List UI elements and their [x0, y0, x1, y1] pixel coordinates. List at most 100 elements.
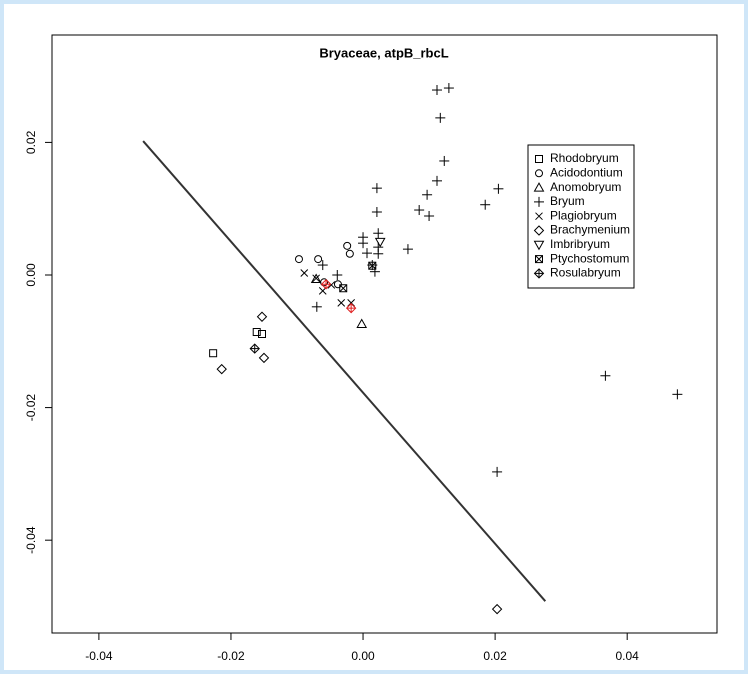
point — [345, 249, 354, 258]
x-tick-label: -0.02 — [217, 649, 245, 663]
marker-part — [533, 240, 545, 251]
point — [343, 241, 352, 250]
legend-label: Ptychostomum — [550, 251, 629, 265]
point — [337, 298, 346, 307]
point — [480, 199, 491, 210]
point — [424, 210, 435, 221]
point — [432, 85, 442, 96]
point — [347, 298, 356, 307]
point — [600, 370, 611, 381]
marker-part — [491, 603, 503, 615]
point — [252, 328, 261, 337]
marker-part — [533, 182, 545, 192]
point — [374, 237, 386, 248]
marker-part — [368, 261, 377, 270]
marker-part — [533, 225, 545, 236]
point — [373, 248, 384, 259]
point — [310, 273, 322, 283]
point — [371, 183, 382, 194]
point — [318, 287, 327, 295]
marker-part — [256, 311, 268, 322]
point — [258, 352, 270, 364]
point — [435, 112, 446, 123]
point — [371, 207, 382, 218]
y-tick-label: 0.02 — [24, 130, 38, 154]
legend-marker — [533, 182, 545, 192]
y-tick-label: -0.04 — [24, 526, 38, 554]
marker-part — [318, 287, 327, 295]
point — [491, 603, 503, 615]
legend-marker — [535, 169, 543, 178]
x-tick-label: -0.04 — [85, 649, 113, 663]
point — [311, 301, 322, 312]
marker-part — [345, 249, 354, 258]
legend-marker — [533, 268, 545, 279]
marker-part — [339, 284, 348, 293]
legend-label: Brachymenium — [550, 223, 630, 237]
marker-part — [314, 255, 323, 264]
marker-part — [337, 298, 346, 307]
y-tick-label: 0.00 — [24, 263, 38, 287]
point — [493, 183, 504, 194]
point — [443, 83, 454, 94]
point — [439, 155, 450, 166]
marker-part — [535, 169, 543, 178]
marker-part — [374, 237, 386, 248]
marker-part — [327, 281, 336, 289]
point — [339, 284, 348, 293]
marker-part — [294, 255, 303, 264]
legend-marker — [535, 212, 543, 221]
legend-label: Bryum — [550, 194, 585, 208]
legend-label: Acidodontium — [550, 165, 623, 179]
legend-label: Anomobryum — [550, 180, 621, 194]
marker-part — [339, 284, 348, 293]
point — [258, 330, 266, 338]
point — [249, 343, 260, 354]
point — [368, 261, 377, 270]
marker-part — [209, 349, 218, 358]
marker-part — [535, 255, 543, 263]
legend-label: Rosulabryum — [550, 266, 621, 280]
point — [362, 248, 372, 259]
x-tick-label: 0.02 — [483, 649, 507, 663]
point — [432, 175, 442, 186]
point — [312, 274, 321, 283]
marker-part — [258, 330, 266, 338]
point — [314, 255, 323, 264]
legend-label: Rhodobryum — [550, 151, 619, 165]
marker-part — [368, 261, 377, 270]
marker-part — [356, 318, 368, 329]
legend-label: Imbribryum — [550, 237, 610, 251]
point — [492, 466, 503, 477]
marker-part — [535, 212, 543, 221]
marker-part — [310, 273, 322, 283]
marker-part — [347, 298, 356, 307]
marker-part — [300, 269, 309, 277]
marker-part — [535, 255, 543, 264]
plot-box — [51, 34, 718, 634]
chart-title: Bryaceae, atpB_rbcL — [319, 45, 448, 60]
point — [256, 311, 268, 322]
legend-marker — [533, 225, 545, 236]
point — [356, 318, 368, 329]
point — [294, 255, 303, 264]
point — [209, 349, 218, 358]
point — [414, 205, 425, 216]
marker-part — [343, 241, 352, 250]
point — [332, 269, 343, 280]
legend-marker — [534, 196, 544, 207]
y-tick-label: -0.02 — [24, 394, 38, 422]
point — [300, 269, 309, 277]
legend-marker — [533, 240, 545, 251]
legend-box — [527, 144, 635, 289]
point — [345, 302, 357, 314]
point — [317, 260, 328, 271]
point — [320, 279, 332, 290]
point — [358, 238, 369, 249]
legend-marker — [535, 155, 543, 163]
point — [373, 228, 384, 239]
point — [672, 389, 683, 400]
point — [422, 189, 433, 200]
